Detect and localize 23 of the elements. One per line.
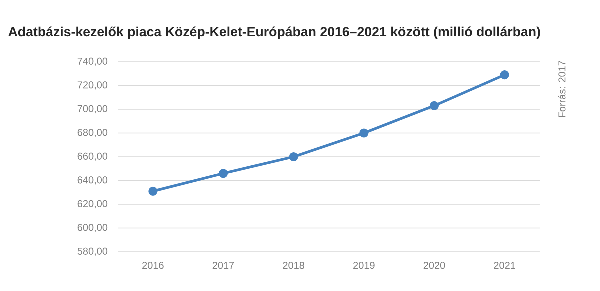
point <box>148 186 158 196</box>
y-tick-label: 720,00 <box>78 82 108 90</box>
point <box>218 169 228 178</box>
x-tick-label: 2017 <box>212 262 234 270</box>
y-tick-label: 700,00 <box>78 105 108 114</box>
x-tick-label: 2019 <box>354 262 375 270</box>
point <box>360 128 369 138</box>
x-tick-label: 2018 <box>283 262 305 270</box>
y-tick-label: 740,00 <box>78 58 108 66</box>
y-tick-label: 640,00 <box>78 176 108 185</box>
y-tick-label: 580,00 <box>78 248 108 256</box>
text: Forrás: 2017 <box>558 61 566 118</box>
point <box>430 101 440 110</box>
chart-title: Adatbázis-kezelők piaca Közép-Kelet-Európában 2016–2021 között (millió dollárban) <box>8 26 540 40</box>
y-tick-label: 660,00 <box>78 152 108 162</box>
point <box>500 70 510 80</box>
y-tick-label: 620,00 <box>78 200 108 209</box>
point <box>289 152 298 162</box>
x-tick-label: 2016 <box>142 262 164 270</box>
y-tick-label: 680,00 <box>78 129 108 138</box>
x-tick-label: 2021 <box>494 262 516 270</box>
x-tick-label: 2020 <box>424 262 446 270</box>
y-tick-label: 600,00 <box>78 224 108 232</box>
